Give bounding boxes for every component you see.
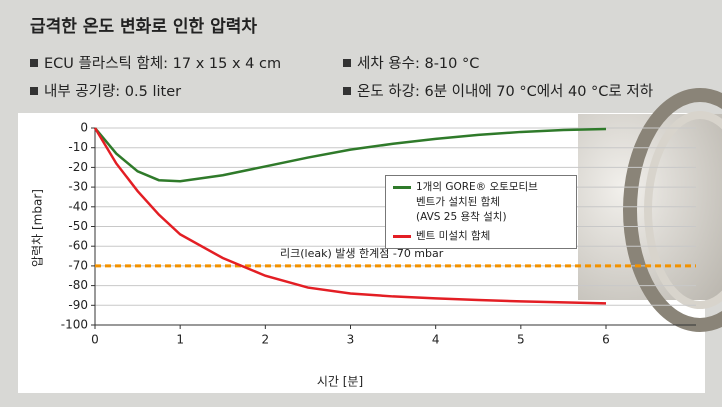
x-tick-label: 0: [91, 333, 99, 347]
y-tick-label: -90: [68, 298, 88, 312]
legend-label: 1개의 GORE® 오토모티브 벤트가 설치된 함체 (AVS 25 용착 설치…: [416, 180, 538, 225]
y-tick-label: 0: [80, 121, 88, 135]
x-axis-label: 시간 [분]: [317, 375, 363, 389]
x-tick-label: 4: [432, 333, 440, 347]
y-tick-label: -70: [68, 258, 88, 272]
legend-swatch: [393, 235, 411, 238]
page: 급격한 온도 변화로 인한 압력차 ECU 플라스틱 함체: 17 x 15 x…: [0, 0, 722, 407]
y-tick-label: -30: [68, 180, 88, 194]
x-tick-label: 5: [517, 333, 525, 347]
x-tick-label: 1: [176, 333, 184, 347]
legend-swatch: [393, 186, 411, 189]
chart: 0-10-20-30-40-50-60-70-80-90-1000123456리…: [0, 0, 722, 407]
x-tick-label: 6: [602, 333, 610, 347]
legend-label: 벤트 미설치 함체: [416, 229, 490, 244]
y-tick-label: -50: [68, 219, 88, 233]
y-tick-label: -20: [68, 160, 88, 174]
y-tick-label: -60: [68, 239, 88, 253]
y-tick-label: -100: [61, 318, 88, 332]
legend: 1개의 GORE® 오토모티브 벤트가 설치된 함체 (AVS 25 용착 설치…: [385, 175, 577, 249]
y-tick-label: -40: [68, 199, 88, 213]
x-tick-label: 3: [347, 333, 355, 347]
x-tick-label: 2: [262, 333, 270, 347]
y-axis-label: 압력차 [mbar]: [31, 189, 45, 267]
y-tick-label: -10: [68, 140, 88, 154]
y-tick-label: -80: [68, 278, 88, 292]
